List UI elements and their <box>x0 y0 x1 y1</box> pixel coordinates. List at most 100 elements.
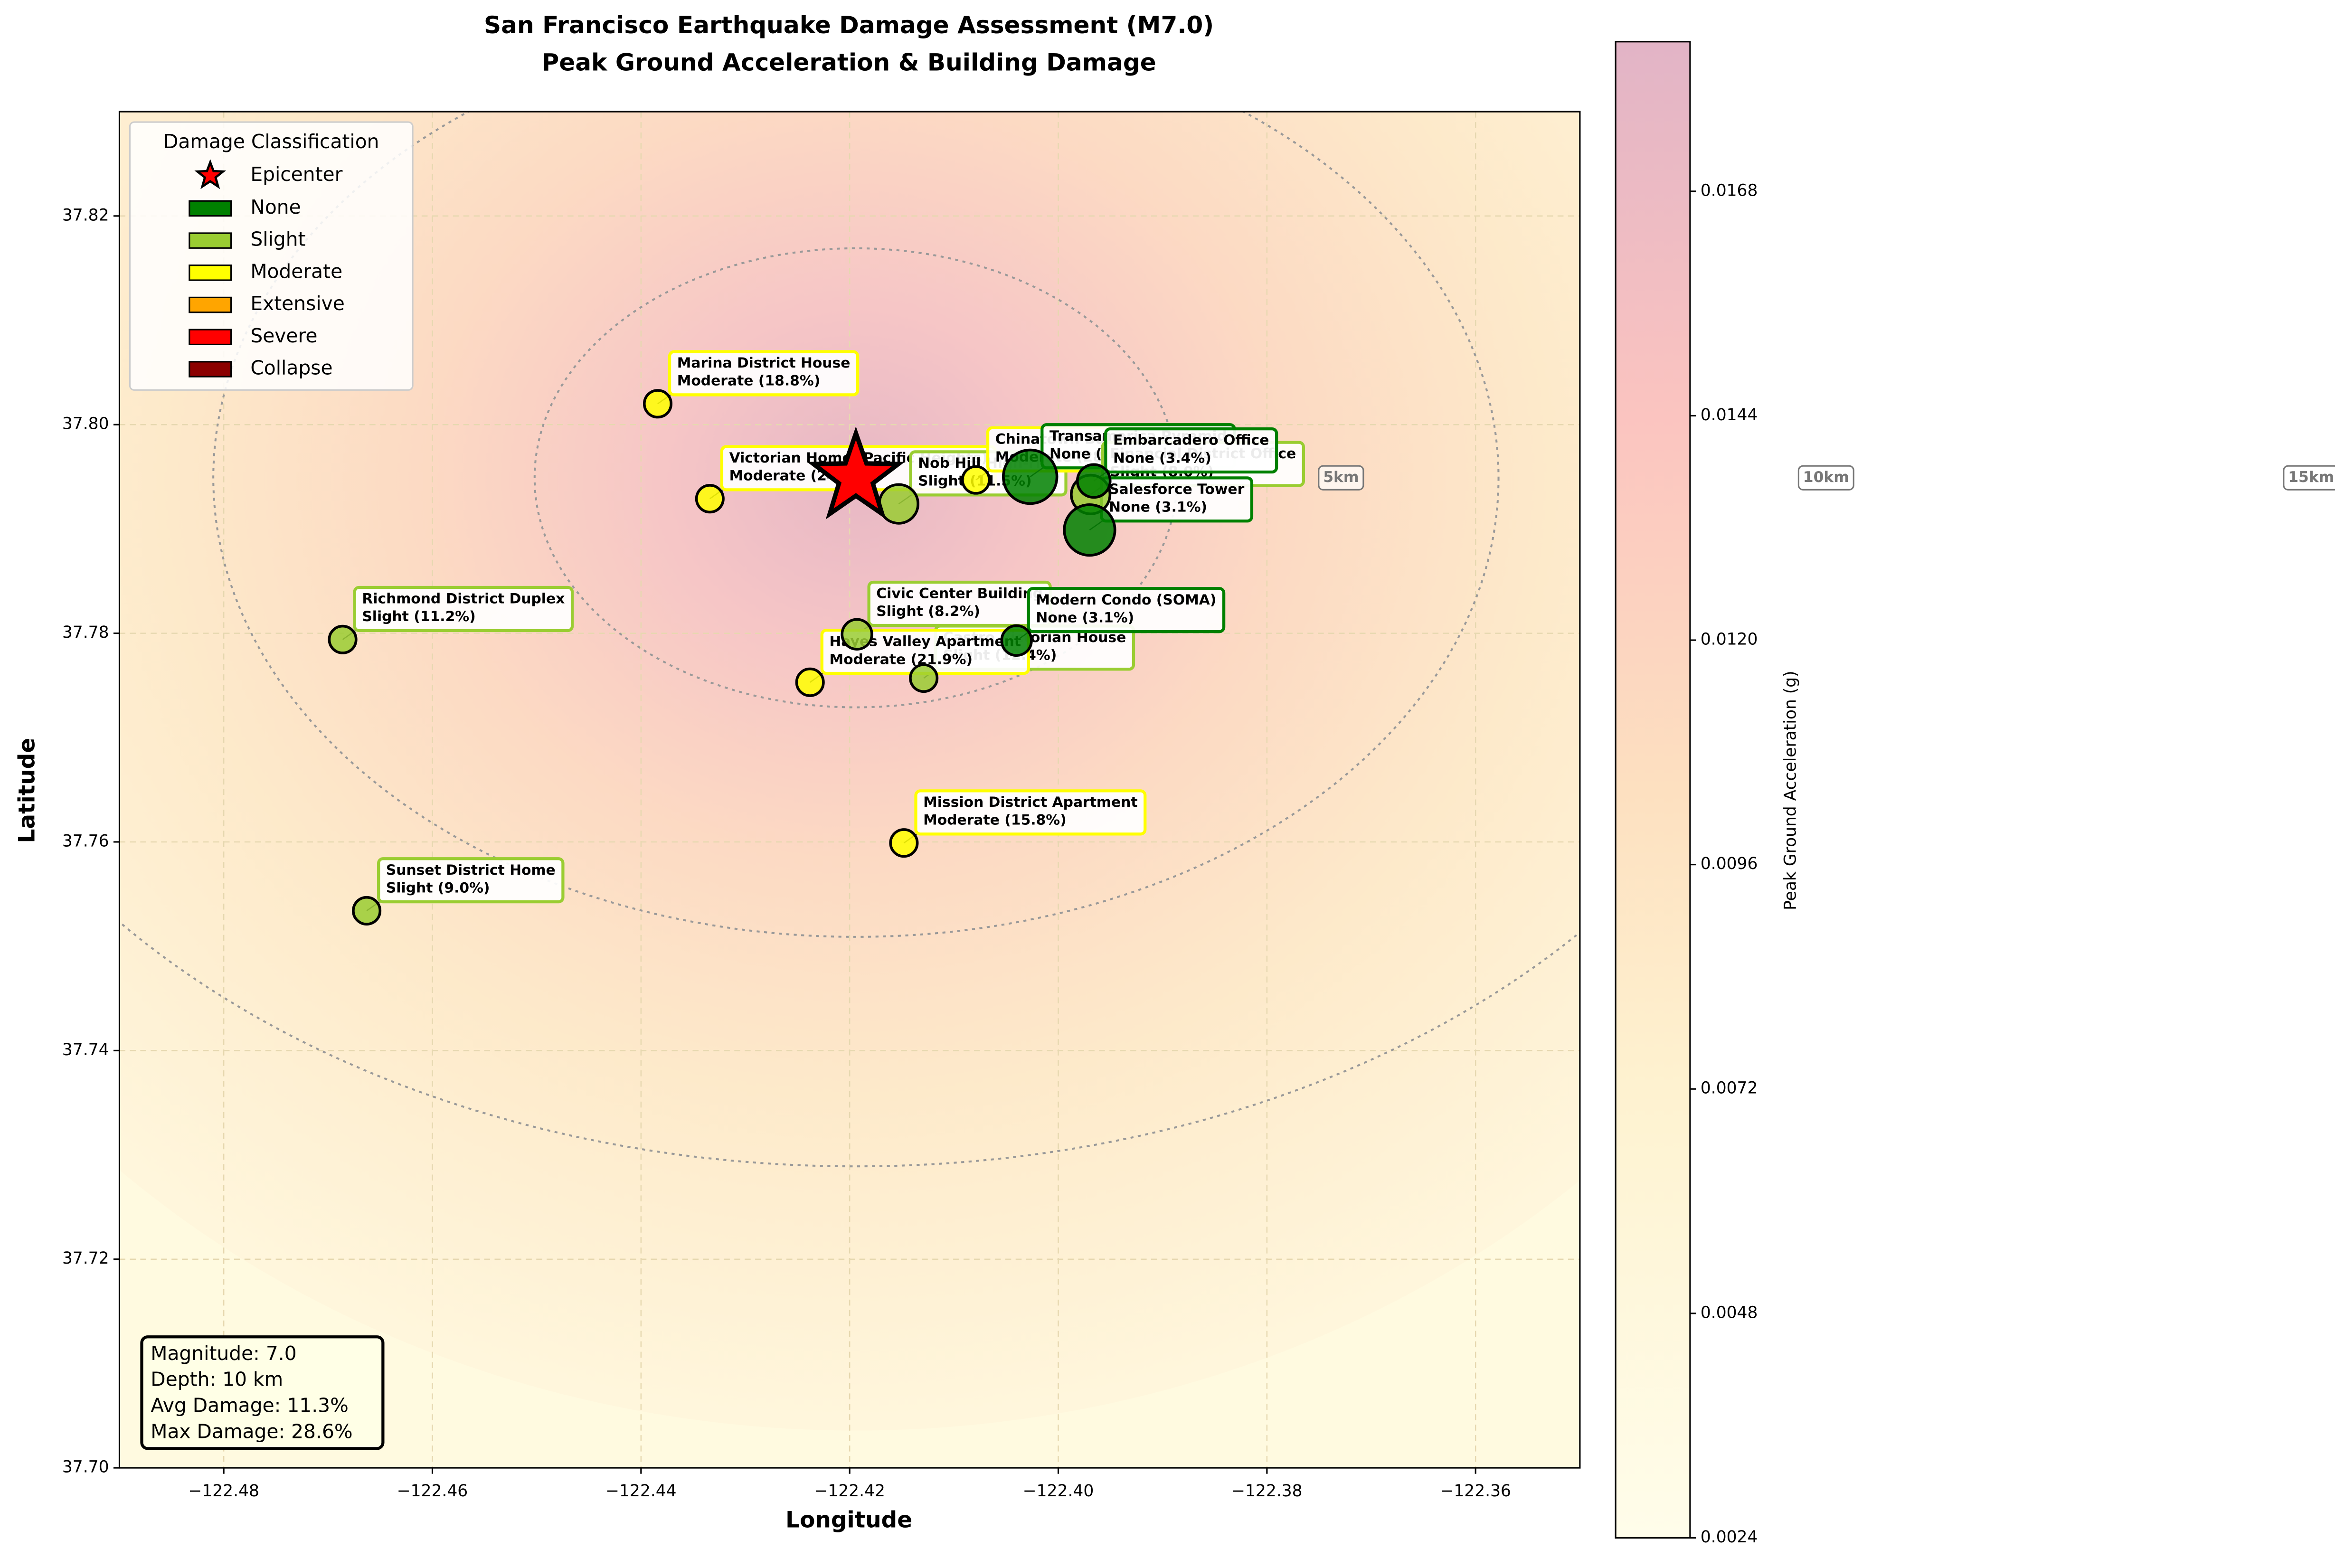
chart-subtitle: Peak Ground Acceleration & Building Dama… <box>541 48 1156 76</box>
ring-label: 5km <box>1318 465 1364 491</box>
colorbar-tick-label: 0.0072 <box>1701 1079 1758 1098</box>
x-tick-label: −122.46 <box>397 1482 468 1501</box>
legend-label: Severe <box>250 324 317 347</box>
annotation-box <box>914 789 1147 836</box>
building-point <box>889 828 919 858</box>
annotation-damage: Slight (8.2%) <box>876 603 980 620</box>
building-point <box>841 618 873 651</box>
stats-line: Magnitude: 7.0 <box>151 1342 296 1365</box>
legend-swatch <box>189 329 232 346</box>
y-tick-label: 37.74 <box>62 1040 109 1059</box>
annotation-name: Embarcadero Office <box>1113 432 1269 449</box>
y-tick-label: 37.76 <box>62 831 109 850</box>
legend-swatch <box>189 361 232 378</box>
legend-label: Moderate <box>250 260 342 283</box>
annotation-damage: Moderate (21.9%) <box>829 651 973 668</box>
annotation-name: Sunset District Home <box>386 862 556 878</box>
colorbar-label: Peak Ground Acceleration (g) <box>1781 671 1800 910</box>
colorbar <box>1615 41 1691 1539</box>
colorbar-tick-label: 0.0048 <box>1701 1303 1758 1322</box>
legend-swatch <box>189 296 232 313</box>
annotation-damage: Moderate (18.8%) <box>677 373 821 389</box>
ring-label-text: 5km <box>1323 469 1359 486</box>
annotation-box <box>1027 587 1226 633</box>
legend-label: Epicenter <box>250 163 342 186</box>
annotation-damage: None (3.4%) <box>1113 450 1211 466</box>
y-tick-label: 37.80 <box>62 415 109 434</box>
x-axis-label: Longitude <box>785 1507 912 1533</box>
colorbar-tick-label: 0.0120 <box>1701 630 1758 649</box>
legend-swatch <box>189 264 232 281</box>
ring-label: 15km <box>2283 465 2335 491</box>
overlay: −122.48 −122.46 −122.44 −122.42 −122.40 −122.… <box>62 41 2335 1547</box>
y-tick-label: 37.78 <box>62 623 109 642</box>
legend-title: Damage Classification <box>163 130 379 153</box>
legend-swatch <box>189 232 232 249</box>
building-point <box>795 667 825 697</box>
annotation-damage: Slight (11.2%) <box>362 608 475 625</box>
x-tick-label: −122.36 <box>1440 1482 1511 1501</box>
legend-label: Collapse <box>250 356 332 379</box>
ring-label-text: 15km <box>2288 469 2334 486</box>
building-point <box>352 896 382 926</box>
annotation-name: Modern Condo (SOMA) <box>1036 592 1216 608</box>
chart-title: San Francisco Earthquake Damage Assessme… <box>484 11 1214 39</box>
annotation: Modern Condo (SOMA)None (3.1%) <box>1027 587 1226 633</box>
stats-line: Max Damage: 28.6% <box>151 1420 352 1443</box>
legend-epicenter-marker <box>194 159 227 189</box>
building-point <box>1000 624 1033 657</box>
annotation-box <box>1104 427 1278 474</box>
legend-label: Extensive <box>250 292 344 315</box>
annotation-name: Richmond District Duplex <box>362 591 565 607</box>
epicenter-marker <box>807 426 905 520</box>
colorbar-tick-label: 0.0024 <box>1701 1528 1758 1547</box>
stats-box <box>140 1335 385 1450</box>
ring-label: 10km <box>1797 465 1854 491</box>
legend-label: None <box>250 196 301 218</box>
building-point <box>1002 448 1059 505</box>
annotation: Marina District House Moderate (18.8%) <box>668 350 860 397</box>
distance-ring <box>212 112 1500 938</box>
legend-label: Slight <box>250 228 305 251</box>
x-tick-label: −122.40 <box>1023 1482 1094 1501</box>
y-tick-label: 37.82 <box>62 206 109 225</box>
annotation-name: Civic Center Building <box>876 586 1043 602</box>
annotation-box <box>668 350 860 397</box>
x-tick-label: −122.42 <box>814 1482 885 1501</box>
annotation-name: Marina District House <box>677 355 851 371</box>
y-tick-label: 37.72 <box>62 1249 109 1268</box>
annotation-damage: Slight (9.0%) <box>386 879 490 896</box>
plot-frame <box>118 111 1581 1469</box>
stats-line: Depth: 10 km <box>151 1368 283 1391</box>
y-tick-label: 37.70 <box>62 1458 109 1477</box>
ring-label-text: 10km <box>1803 469 1849 486</box>
annotation-name: Mission District Apartment <box>923 794 1137 811</box>
colorbar-tick-label: 0.0168 <box>1701 181 1758 200</box>
colorbar-tick-label: 0.0144 <box>1701 406 1758 425</box>
annotation-name: Salesforce Tower <box>1109 481 1244 498</box>
ring-label-box <box>1797 465 1854 491</box>
colorbar-tick-label: 0.0096 <box>1701 854 1758 873</box>
annotation-damage: Moderate (15.8%) <box>923 812 1067 829</box>
building-point <box>909 663 939 693</box>
annotation-box <box>377 857 565 904</box>
x-tick-label: −122.48 <box>188 1482 259 1501</box>
ring-label-box <box>1318 465 1364 491</box>
building-point <box>643 389 673 419</box>
x-tick-label: −122.44 <box>605 1482 677 1501</box>
building-point <box>328 624 358 654</box>
y-axis-label: Latitude <box>14 738 40 843</box>
legend-box <box>129 121 414 391</box>
ring-label-box <box>2283 465 2335 491</box>
legend-swatch <box>189 200 232 217</box>
legend: Damage Classification Epicenter None Slight… <box>129 121 414 391</box>
